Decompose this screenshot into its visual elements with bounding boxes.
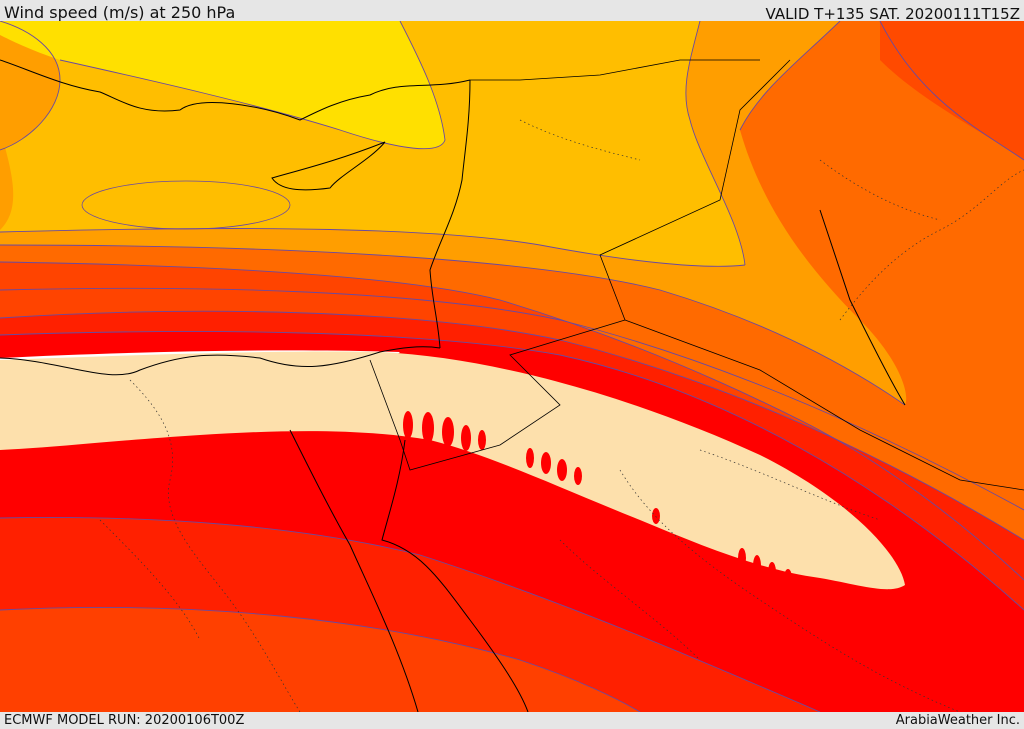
band-light-orange-ellipse [81,180,291,230]
credit: ArabiaWeather Inc. [895,713,1020,728]
country-borders [369,59,1024,491]
band-peach-core [0,351,905,590]
band-orange-pocket [0,130,14,230]
map-title: Wind speed (m/s) at 250 hPa [4,3,236,22]
band-red-orange-ne [880,21,1024,160]
footer-bar: ECMWF MODEL RUN: 20200106T00Z ArabiaWeat… [0,712,1024,729]
band-yellow [0,21,445,149]
coastlines [0,59,906,712]
header-bar: Wind speed (m/s) at 250 hPa VALID T+135 … [0,0,1024,23]
wind-speed-map [0,21,1024,712]
model-run: ECMWF MODEL RUN: 20200106T00Z [4,713,245,728]
isotach-contours [0,21,1024,712]
valid-time: VALID T+135 SAT. 20200111T15Z [765,5,1020,23]
jet-fingers [403,411,792,587]
band-red-orange-south [0,607,640,712]
map-panel [0,21,1024,712]
province-borders [99,119,1024,712]
